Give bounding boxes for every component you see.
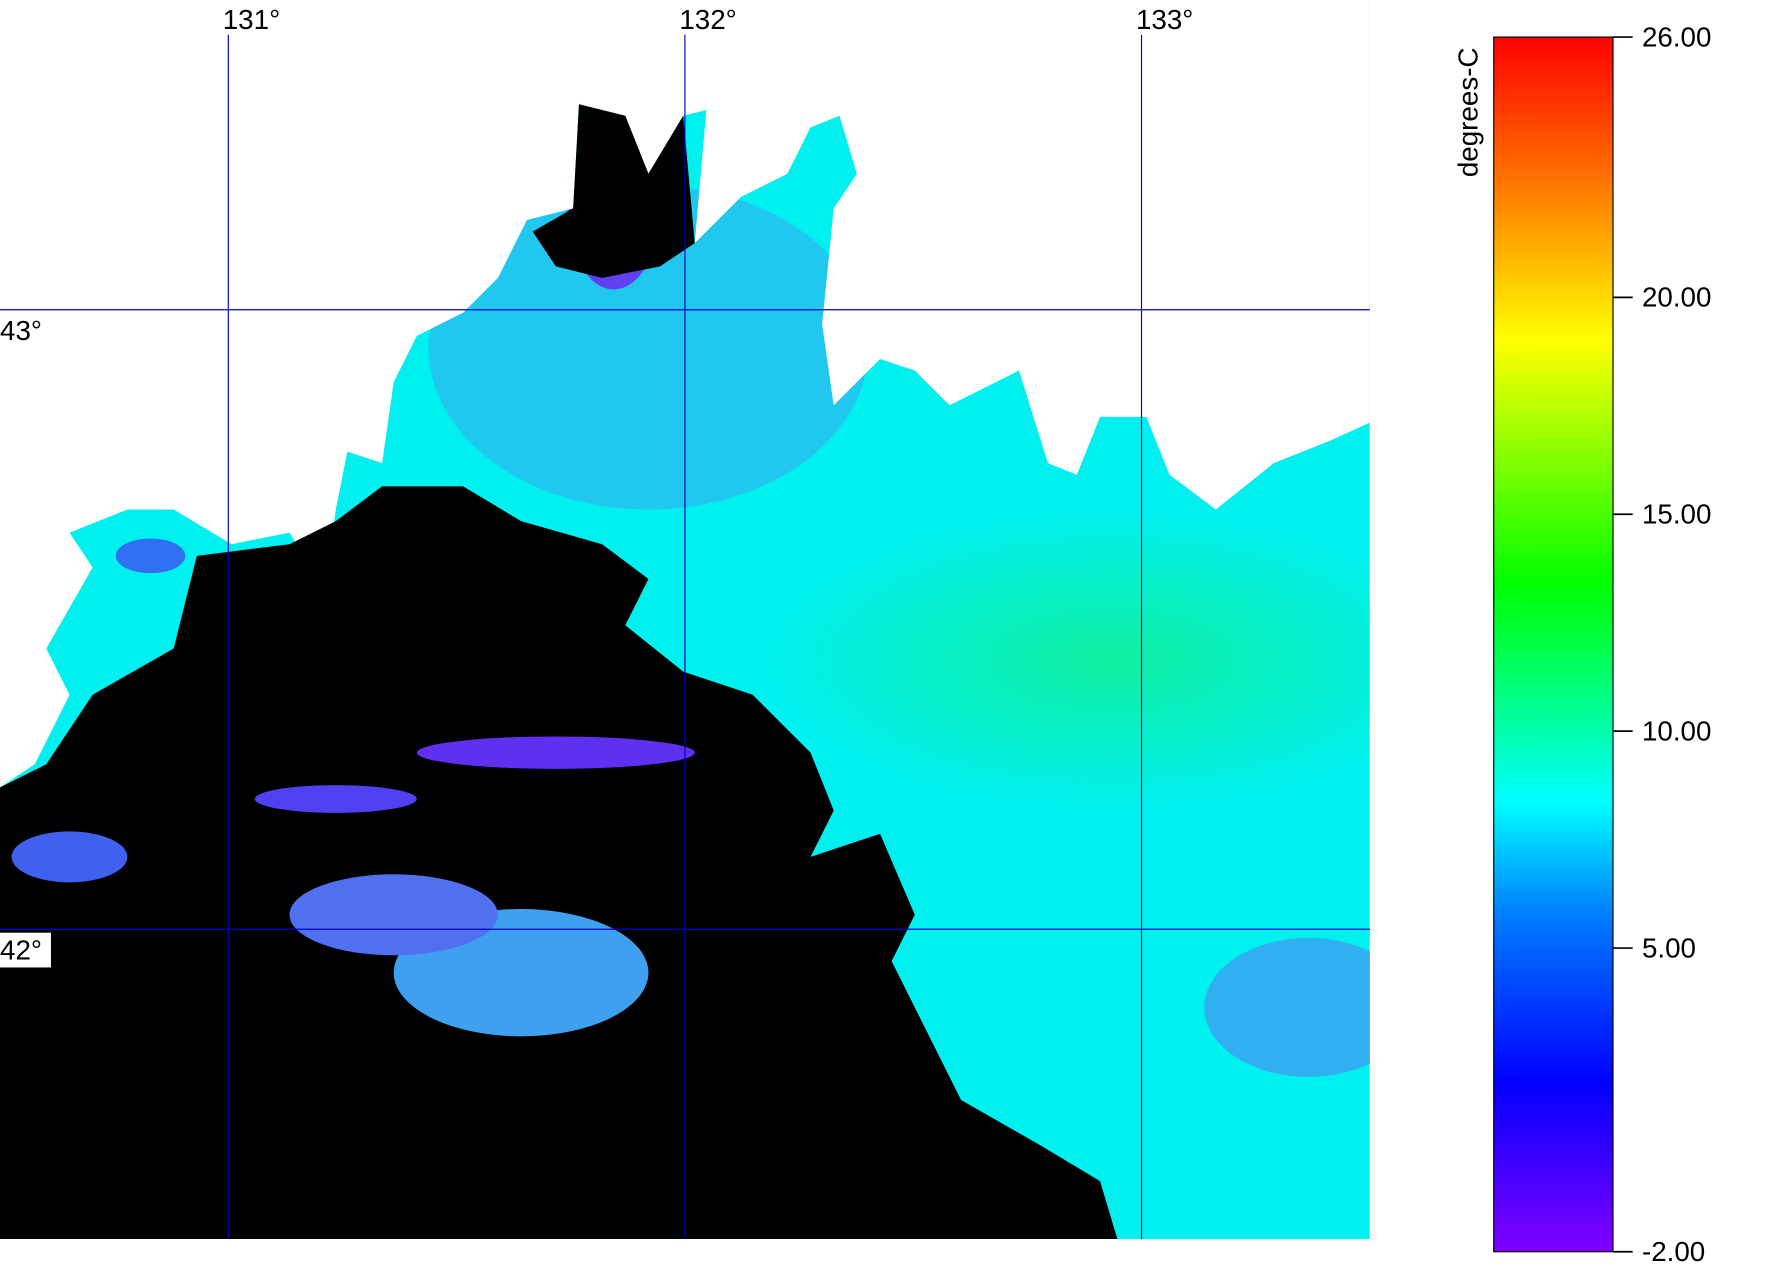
latitude-label: 43° bbox=[0, 315, 42, 346]
colorbar bbox=[1493, 36, 1614, 1253]
cool-water bbox=[1204, 937, 1370, 1077]
latitude-label: 42° bbox=[0, 934, 42, 965]
warm-water bbox=[764, 509, 1370, 811]
longitude-label: 131° bbox=[223, 4, 280, 35]
colorbar-tick-label: 5.00 bbox=[1642, 932, 1696, 963]
colorbar-tick-label: 20.00 bbox=[1642, 282, 1712, 313]
colorbar-label: degrees-C bbox=[1453, 47, 1484, 177]
colorbar-tick-label: 26.00 bbox=[1642, 21, 1712, 52]
land bbox=[0, 0, 1370, 788]
no-data bbox=[0, 486, 1118, 1239]
cool-water bbox=[428, 185, 869, 510]
cloud-gap bbox=[416, 736, 695, 769]
cloud-gap bbox=[115, 538, 186, 574]
latitude-label-bg bbox=[0, 313, 51, 348]
longitude-label: 133° bbox=[1136, 4, 1193, 35]
colorbar-tick-label: -2.00 bbox=[1642, 1236, 1705, 1267]
cloud-gap bbox=[289, 874, 498, 956]
cloud-gap bbox=[11, 831, 128, 883]
latitude-label-bg bbox=[0, 932, 51, 968]
colorbar-tick-label: 10.00 bbox=[1642, 715, 1712, 746]
no-data bbox=[532, 104, 695, 278]
colorbar-tick-label: 15.00 bbox=[1642, 499, 1712, 530]
sst-image bbox=[0, 0, 1370, 1239]
longitude-label: 132° bbox=[679, 4, 736, 35]
cloud-gap bbox=[254, 785, 417, 813]
